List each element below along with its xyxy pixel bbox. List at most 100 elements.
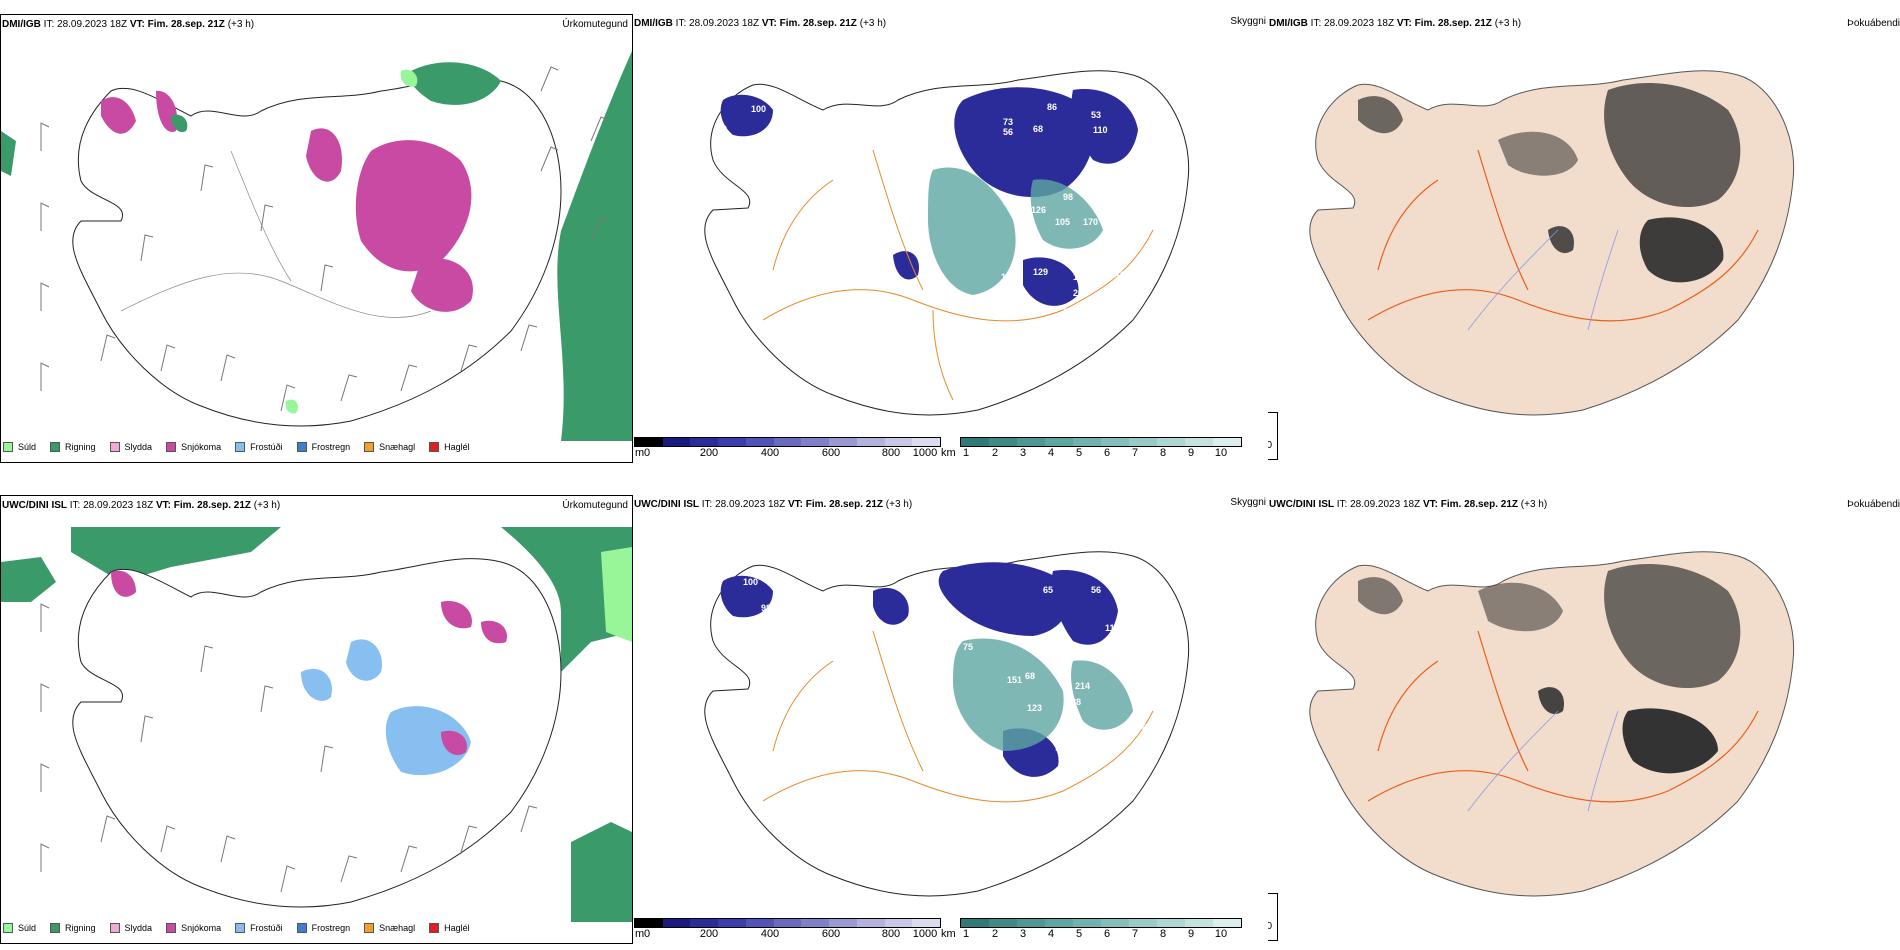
fog-index-panel-uwc: UWC/DINI ISL IT: 28.09.2023 18Z VT: Fim.… <box>1268 495 1900 944</box>
visibility-label: 184 <box>1073 272 1088 282</box>
legend-item: Snjókoma <box>166 442 221 452</box>
fog-legend-label: 60 <box>1268 440 1273 451</box>
visibility-label: 166 <box>1115 270 1130 280</box>
visibility-label: 52 <box>1151 144 1161 154</box>
visibility-label: 151 <box>1007 675 1022 685</box>
visibility-label: 101 <box>1101 745 1116 755</box>
visibility-label: 214 <box>1075 681 1090 691</box>
visibility-label: 100 <box>751 104 766 114</box>
sea-rain-band <box>1 51 632 441</box>
coast-outline <box>72 558 562 908</box>
roads <box>762 149 1154 401</box>
visibility-label: 223 <box>1063 307 1078 317</box>
visibility-map: 100 80 53 84 86 110 73 56 68 53 52 58 97… <box>704 70 1190 416</box>
fog-legend: 0 60 <box>1268 893 1278 941</box>
visibility-label: 235 <box>1055 775 1070 785</box>
drizzle-areas <box>285 69 418 414</box>
roads <box>120 150 432 318</box>
panel-field-label: Skyggni <box>1230 497 1266 508</box>
panel-field-label: Úrkomutegund <box>562 19 628 30</box>
visibility-panel-uwc: UWC/DINI ISL IT: 28.09.2023 18Z VT: Fim.… <box>633 495 1268 944</box>
visibility-map: 98 100 107 62 68 75 54 151 80 65 56 53 7… <box>704 551 1190 897</box>
coast-outline <box>704 551 1190 897</box>
visibility-label: 91 <box>1055 743 1065 753</box>
precip-type-panel-dmi: DMI/IGB IT: 28.09.2023 18Z VT: Fim. 28.s… <box>0 14 633 463</box>
panel-header: DMI/IGB IT: 28.09.2023 18Z VT: Fim. 28.s… <box>1269 18 1522 29</box>
visibility-label: 105 <box>1055 217 1070 227</box>
fog-index-panel-dmi: DMI/IGB IT: 28.09.2023 18Z VT: Fim. 28.s… <box>1268 14 1900 463</box>
scale-tick: 8 <box>1159 447 1167 459</box>
scale-tick: 5 <box>1075 447 1083 459</box>
scale-unit: m <box>635 447 645 459</box>
panel-header: DMI/IGB IT: 28.09.2023 18Z VT: Fim. 28.s… <box>634 18 887 29</box>
rain-areas-land <box>171 62 501 133</box>
visibility-label: 73 <box>955 729 965 739</box>
precip-type-panel-uwc: UWC/DINI ISL IT: 28.09.2023 18Z VT: Fim.… <box>0 495 633 944</box>
scale-tick: 3 <box>1019 928 1027 940</box>
visibility-teal <box>953 638 1133 751</box>
panel-header: UWC/DINI ISL IT: 28.09.2023 18Z VT: Fim.… <box>634 499 913 510</box>
panel-header: UWC/DINI ISL IT: 28.09.2023 18Z VT: Fim.… <box>2 500 281 511</box>
scale-tick: 1000 <box>912 447 938 459</box>
scale-tick: 2 <box>991 928 999 940</box>
fog-legend-label: 60 <box>1268 921 1273 932</box>
visibility-label: 113 <box>1105 623 1120 633</box>
visibility-label: 75 <box>963 642 973 652</box>
legend-item: Frostregn <box>296 923 350 933</box>
visibility-label: 213 <box>1111 248 1126 258</box>
visibility-label: 84 <box>811 220 821 230</box>
visibility-label: 62 <box>941 607 951 617</box>
scale-unit: km <box>941 928 956 940</box>
low-visibility-blue <box>720 562 1118 777</box>
legend-item: Frostregn <box>296 442 350 452</box>
legend-item: Frostúði <box>235 442 283 452</box>
visibility-label: 90 <box>1163 683 1173 693</box>
scale-tick: 7 <box>1131 928 1139 940</box>
legend-item: Rigning <box>50 442 96 452</box>
panel-header: UWC/DINI ISL IT: 28.09.2023 18Z VT: Fim.… <box>1269 499 1548 510</box>
snow-areas <box>111 570 507 756</box>
scale-m-ticks: m 0 200 400 600 800 1000 <box>633 928 943 942</box>
visibility-label: 155 <box>1105 635 1120 645</box>
visibility-label: 100 <box>743 577 758 587</box>
scale-tick: 600 <box>821 928 841 940</box>
visibility-label: 80 <box>717 124 727 134</box>
wind-barbs <box>40 603 538 893</box>
panel-header: DMI/IGB IT: 28.09.2023 18Z VT: Fim. 28.s… <box>2 19 255 30</box>
scale-tick: 4 <box>1047 928 1055 940</box>
visibility-label: 107 <box>755 621 770 631</box>
visibility-label: 129 <box>1033 267 1048 277</box>
visibility-label: 122 <box>1001 272 1016 282</box>
legend-item: Snæhagl <box>364 442 415 452</box>
visibility-labels: 98 100 107 62 68 75 54 151 80 65 56 53 7… <box>743 577 1173 785</box>
scale-tick: 5 <box>1075 928 1083 940</box>
scale-tick: 800 <box>881 928 901 940</box>
visibility-label: 96 <box>1137 723 1147 733</box>
legend-item: Haglél <box>429 923 470 933</box>
fog-map <box>1309 551 1795 897</box>
drizzle-sea <box>601 547 632 642</box>
scale-unit: km <box>941 447 956 459</box>
fog-shading <box>1358 82 1741 283</box>
visibility-label: 53 <box>1091 110 1101 120</box>
scale-tick: 9 <box>1187 928 1195 940</box>
visibility-scale-km <box>960 918 1242 928</box>
scale-tick: 1000 <box>912 928 938 940</box>
visibility-label: 98 <box>761 603 771 613</box>
legend-item: Súld <box>3 923 36 933</box>
precip-map <box>1 527 632 922</box>
legend-item: Snjókoma <box>166 923 221 933</box>
visibility-label: 86 <box>1047 102 1057 112</box>
scale-tick: 6 <box>1103 928 1111 940</box>
visibility-label: 58 <box>1133 162 1143 172</box>
scale-tick: 6 <box>1103 447 1111 459</box>
scale-tick: 200 <box>699 447 719 459</box>
rivers <box>1467 229 1619 331</box>
precip-legend: Súld Rigning Slydda Snjókoma Frostúði Fr… <box>3 923 484 933</box>
panel-field-label: Skyggni <box>1230 16 1266 27</box>
scale-km-ticks: km 1 2 3 4 5 6 7 8 9 10 <box>939 447 1249 461</box>
precip-legend: Súld Rigning Slydda Snjókoma Frostúði Fr… <box>3 442 484 452</box>
visibility-label: 88 <box>1071 697 1081 707</box>
visibility-teal <box>928 167 1103 295</box>
legend-item: Slydda <box>109 442 152 452</box>
